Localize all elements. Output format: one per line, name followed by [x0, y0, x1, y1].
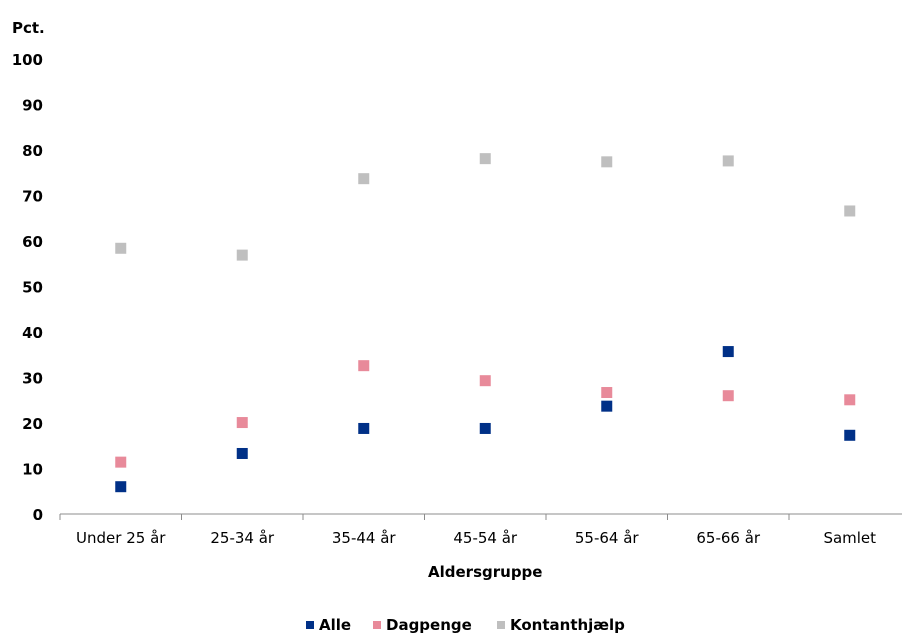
x-tick-label: 25-34 år [210, 529, 275, 547]
y-tick-label: 40 [22, 324, 43, 342]
data-point-kontanthj-lp [236, 249, 248, 261]
legend: Alle Dagpenge Kontanthjælp [306, 616, 625, 634]
data-point-dagpenge [722, 390, 734, 402]
data-point-alle [601, 400, 613, 412]
y-tick-label: 100 [12, 51, 43, 69]
y-tick-label: 20 [22, 415, 43, 433]
y-tick-label: 70 [22, 188, 43, 206]
y-axis-ticks: 0 10 20 30 40 50 60 70 80 90 100 [12, 51, 43, 524]
legend-marker [497, 621, 505, 629]
data-point-dagpenge [479, 375, 491, 387]
data-point-kontanthj-lp [479, 153, 491, 165]
data-points [115, 153, 856, 493]
data-point-alle [115, 481, 127, 493]
data-point-kontanthj-lp [722, 155, 734, 167]
data-point-dagpenge [236, 417, 248, 429]
y-axis-title: Pct. [12, 19, 45, 37]
data-point-alle [236, 447, 248, 459]
x-axis-title: Aldersgruppe [428, 563, 542, 581]
data-point-kontanthj-lp [601, 156, 613, 168]
legend-marker [373, 621, 381, 629]
data-point-alle [358, 422, 370, 434]
y-tick-label: 90 [22, 97, 43, 115]
y-tick-label: 30 [22, 370, 43, 388]
data-point-kontanthj-lp [844, 205, 856, 217]
data-point-alle [844, 429, 856, 441]
x-tick-label: 55-64 år [575, 529, 640, 547]
data-point-dagpenge [358, 360, 370, 372]
legend-label: Dagpenge [386, 616, 472, 634]
data-point-kontanthj-lp [115, 242, 127, 254]
data-point-dagpenge [115, 456, 127, 468]
x-axis-ticks: Under 25 år 25-34 år 35-44 år 45-54 år 55-64… [59, 514, 876, 547]
x-tick-label: 35-44 år [332, 529, 397, 547]
legend-marker [306, 621, 314, 629]
data-point-kontanthj-lp [358, 173, 370, 185]
data-point-alle [722, 346, 734, 358]
data-point-alle [479, 422, 491, 434]
x-tick-label: Under 25 år [76, 529, 166, 547]
y-tick-label: 80 [22, 142, 43, 160]
x-tick-label: Samlet [823, 529, 876, 547]
legend-label: Alle [319, 616, 351, 634]
data-point-dagpenge [601, 387, 613, 399]
x-tick-label: 65-66 år [696, 529, 761, 547]
y-tick-label: 10 [22, 461, 43, 479]
data-point-dagpenge [844, 394, 856, 406]
legend-label: Kontanthjælp [510, 616, 625, 634]
y-tick-label: 0 [33, 506, 43, 524]
y-tick-label: 50 [22, 279, 43, 297]
x-tick-label: 45-54 år [453, 529, 518, 547]
y-tick-label: 60 [22, 233, 43, 251]
